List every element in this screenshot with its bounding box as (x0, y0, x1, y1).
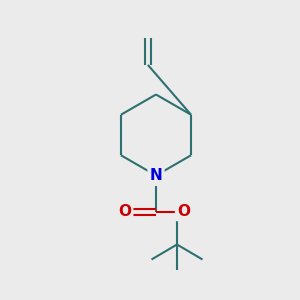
Text: O: O (177, 204, 190, 219)
Text: N: N (150, 168, 162, 183)
Text: O: O (118, 204, 131, 219)
